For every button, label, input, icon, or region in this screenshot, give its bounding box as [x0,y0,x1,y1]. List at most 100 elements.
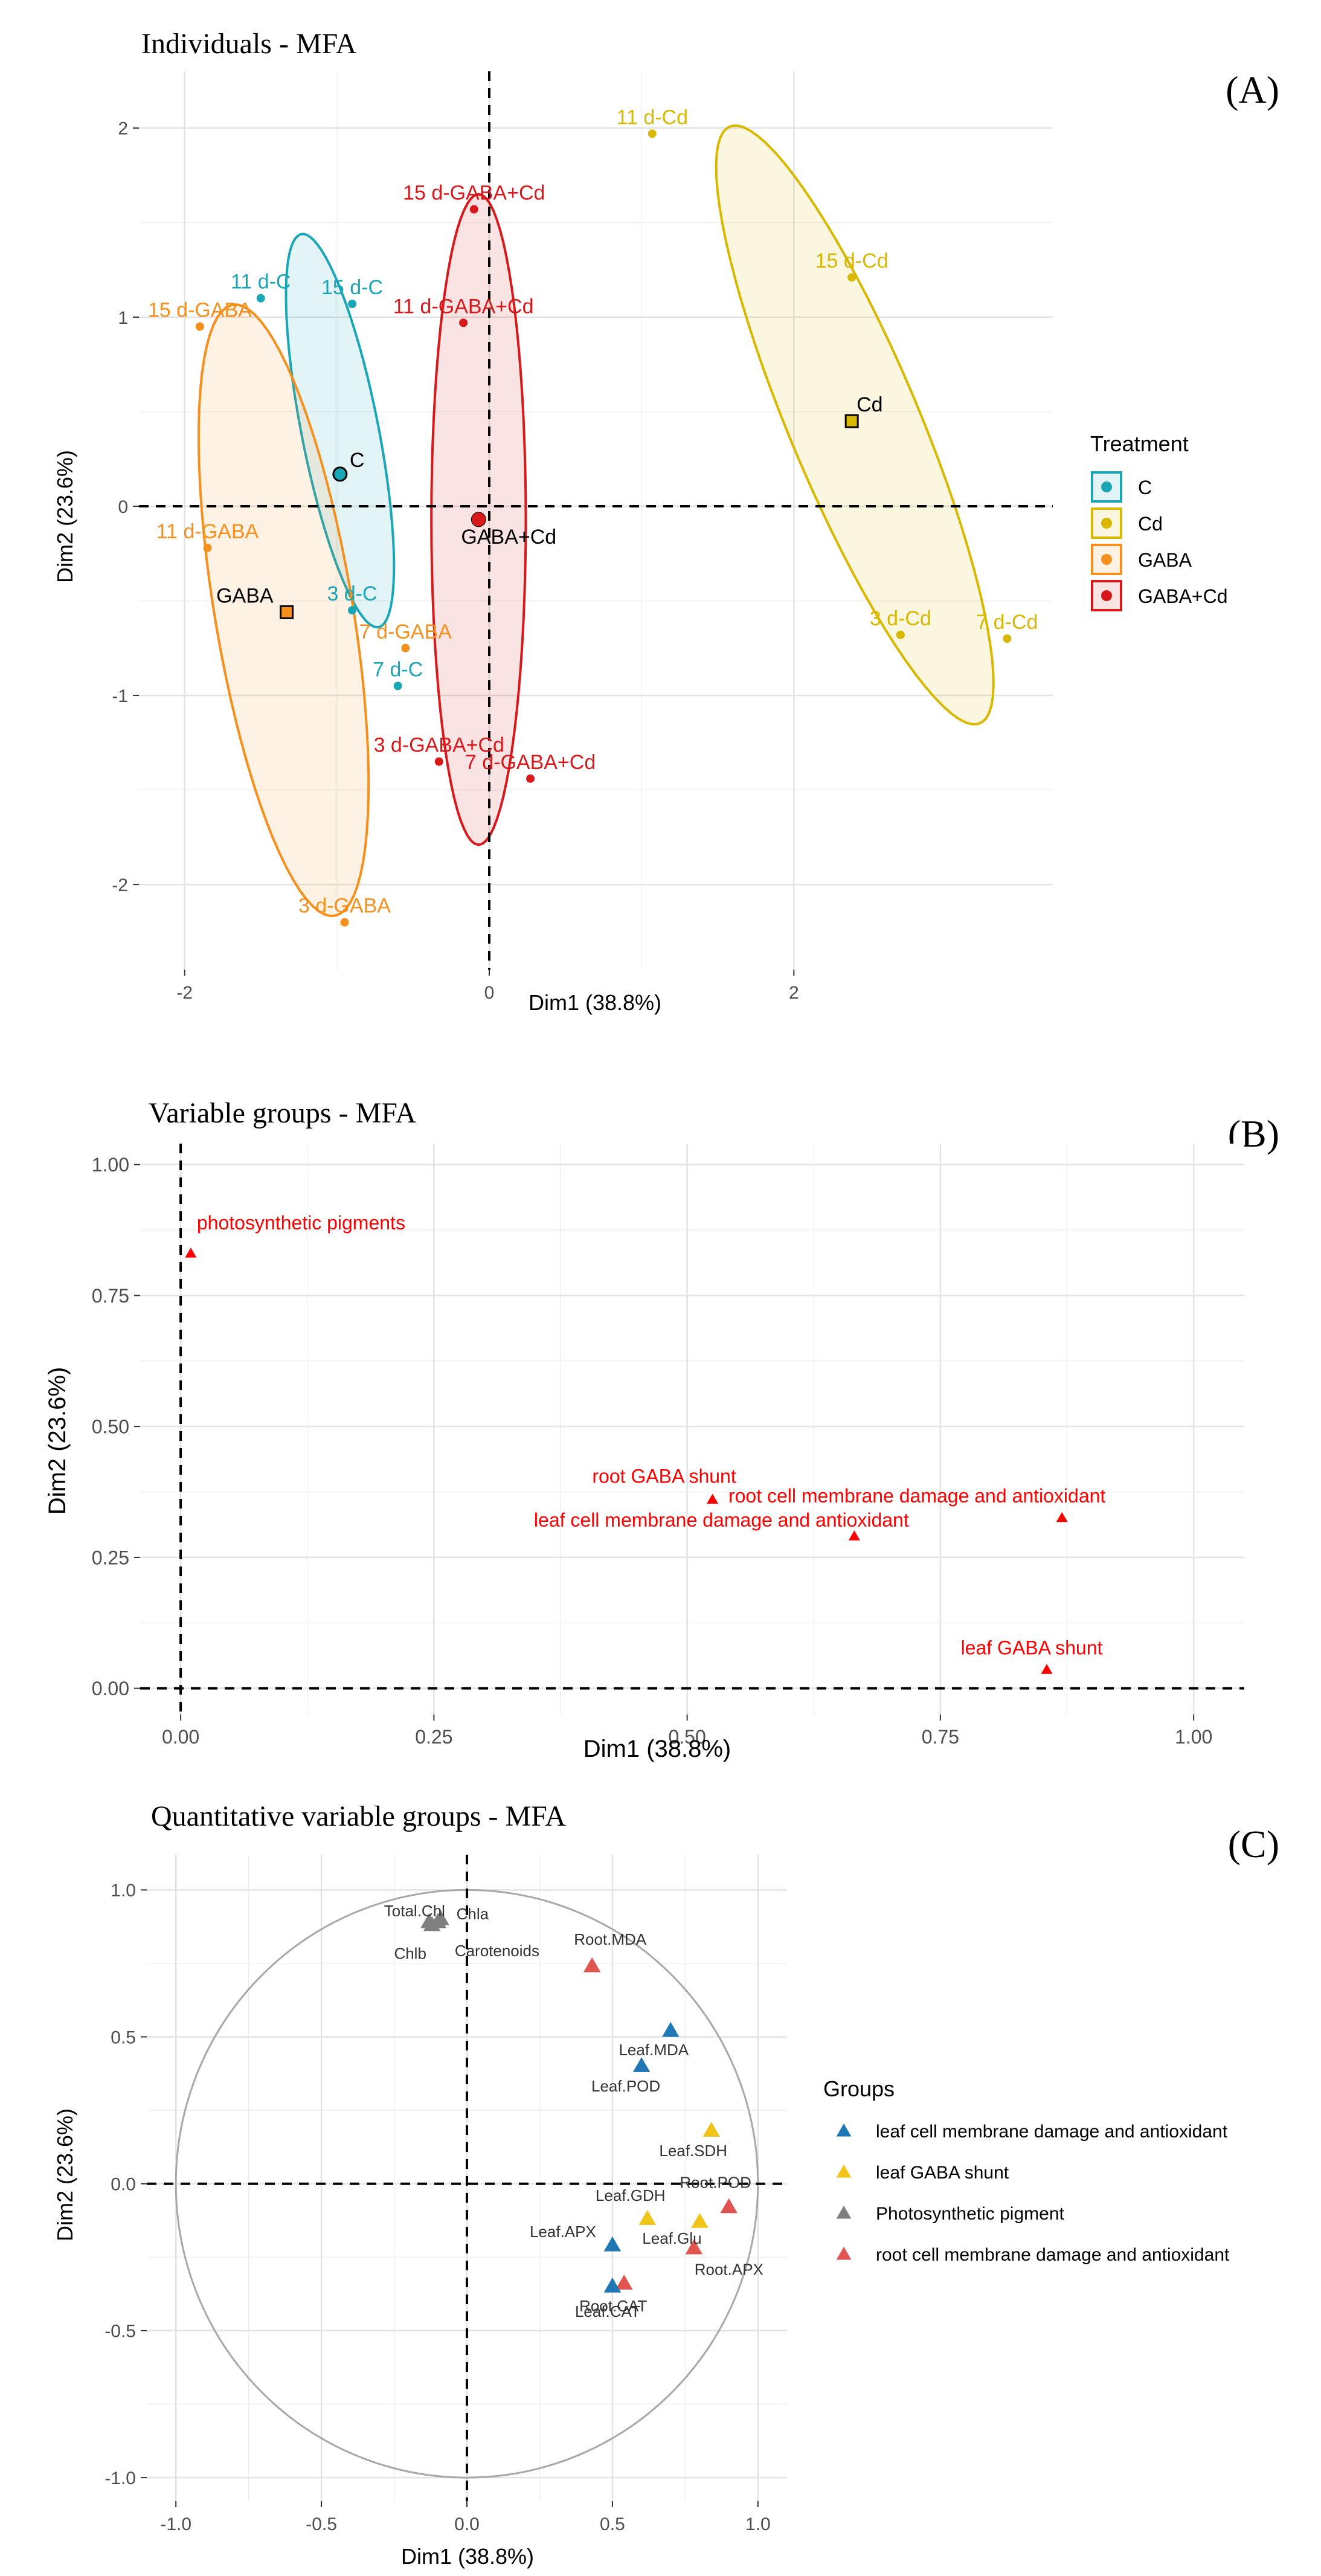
ellipse-c [284,233,396,629]
variable-point-leaf-cat [603,2277,622,2293]
point-label-3-d-gaba: 3 d-GABA [298,895,391,918]
group-label-root-gaba-shunt: root GABA shunt [592,1466,736,1487]
point-3-d-gaba-cd [434,757,443,766]
point-label-7-d-cd: 7 d-Cd [976,611,1038,634]
panel-c-y-axis-title: Dim2 (23.6%) [53,2108,77,2241]
variable-point-root-apx [685,2239,703,2255]
point-7-d-c [393,681,402,691]
variable-label-total-chl: Total.Chl [384,1902,445,1920]
c-x-tick-label: -0.5 [306,2514,337,2534]
point-label-11-d-c: 11 d-C [231,271,291,294]
legend-dot-c [1101,481,1112,492]
b-x-tick-label: 0.25 [415,1726,452,1748]
panel-b-title: Variable groups - MFA [149,1097,416,1129]
a-x-tick-label: 2 [789,983,799,1003]
variable-label-root-cat: Root.CAT [579,2297,647,2315]
a-y-tick-label: -1 [112,686,128,706]
panel-b-axes: 0.00 0.25 0.50 0.75 1.00 0.00 0.25 0.50 0.75 1.00 [92,1154,1213,1748]
legend-label-gaba: GABA [1138,549,1192,571]
legend-label-root-cell-membrane-damage-and-antioxidant: root cell membrane damage and antioxidan… [876,2245,1230,2265]
panel-b: Variable groups - MFA (B) photosynthetic… [44,1097,1279,1762]
group-point-root-cell-membrane-damage-and-antioxidant [1056,1512,1068,1522]
panel-b-x-axis-title: Dim1 (38.8%) [583,1736,731,1762]
variable-point-root-mda [583,1957,601,1972]
panel-a-legend-title: Treatment [1090,431,1189,456]
group-label-photosynthetic-pigments: photosynthetic pigments [197,1212,405,1234]
variable-point-leaf-sdh [702,2122,720,2137]
c-y-tick-label: 0.0 [111,2175,136,2195]
legend-marker-leaf-cell-membrane-damage-and-antioxidant [836,2124,852,2137]
group-label-root-cell-membrane-damage-and-antioxidant: root cell membrane damage and antioxidan… [728,1485,1105,1507]
c-y-tick-label: -0.5 [104,2322,136,2342]
centroid-gaba [280,605,294,619]
variable-point-root-pod [720,2198,738,2214]
point-11-d-gaba [203,543,212,552]
legend-marker-leaf-gaba-shunt [836,2165,852,2178]
panel-c-legend-title: Groups [823,2076,895,2101]
point-15-d-cd [847,273,857,282]
legend-marker-root-cell-membrane-damage-and-antioxidant [836,2247,852,2260]
legend-marker-photosynthetic-pigment [836,2206,852,2219]
a-y-tick-label: -2 [112,875,128,895]
point-15-d-gaba-cd [469,205,478,214]
point-label-7-d-gaba: 7 d-GABA [359,620,452,643]
point-11-d-cd [648,129,657,138]
panel-a-label: (A) [1226,68,1279,111]
panel-c-label: (C) [1228,1823,1279,1866]
c-x-tick-label: 1.0 [745,2514,771,2534]
variable-label-leaf-glu: Leaf.Glu [642,2229,701,2247]
panel-c-reference-lines [147,1855,787,2501]
point-15-d-gaba [195,322,204,331]
a-y-tick-label: 0 [118,497,128,517]
panel-a: Individuals - MFA (A) 11 d-C 15 d-C 3 d-C 7… [53,28,1279,1015]
panel-c-x-axis-title: Dim1 (38.8%) [401,2544,534,2569]
b-y-tick-label: 0.75 [92,1285,129,1307]
centroid-gaba-cd [471,512,486,527]
point-3-d-cd [896,630,905,639]
b-y-tick-label: 0.25 [92,1547,129,1568]
group-point-leaf-cell-membrane-damage-and-antioxidant [848,1530,860,1541]
legend-label-cd: Cd [1138,513,1163,535]
c-x-tick-label: 0.5 [600,2514,625,2534]
c-x-tick-label: 0.0 [454,2514,480,2534]
point-label-3-d-cd: 3 d-Cd [870,607,931,630]
variable-point-leaf-glu [691,2212,709,2228]
c-y-tick-label: -1.0 [104,2468,136,2488]
variable-point-leaf-mda [662,2021,680,2037]
legend-key-cd [1091,507,1122,539]
panel-a-axes: -2 0 2 -2 -1 0 1 2 [112,119,799,1003]
b-x-tick-label: 0.75 [922,1726,959,1748]
point-label-15-d-gaba: 15 d-GABA [148,299,252,322]
legend-dot-cd [1101,518,1112,529]
panel-a-plot-area [139,71,1053,970]
panel-b-y-axis-title: Dim2 (23.6%) [44,1367,71,1515]
point-label-11-d-cd: 11 d-Cd [617,106,688,129]
b-x-tick-label: 1.00 [1175,1726,1212,1748]
centroid-label-c: C [350,449,365,472]
point-label-11-d-gaba-cd: 11 d-GABA+Cd [393,295,534,318]
variable-point-leaf-apx [603,2236,622,2252]
legend-dot-gaba [1101,554,1112,565]
panel-c-marks: Total.Chl Chla Chlb Carotenoids Root.MDA Leaf… [384,1902,763,2320]
variable-label-leaf-sdh: Leaf.SDH [659,2142,727,2160]
point-label-3-d-gaba-cd: 3 d-GABA+Cd [374,734,504,757]
point-3-d-gaba [340,918,349,927]
c-y-tick-label: 0.5 [111,2027,136,2047]
legend-label-photosynthetic-pigment: Photosynthetic pigment [876,2204,1065,2224]
point-label-15-d-c: 15 d-C [321,276,383,299]
panel-b-grid [140,1144,1244,1715]
point-7-d-cd [1003,634,1012,643]
panel-a-reference-lines [139,71,1053,970]
panel-a-y-axis-title: Dim2 (23.6%) [53,450,77,583]
point-label-3-d-c: 3 d-C [327,582,377,605]
group-label-leaf-gaba-shunt: leaf GABA shunt [961,1637,1103,1658]
b-x-tick-label: 0.00 [162,1726,199,1748]
c-y-tick-label: 1.0 [111,1881,136,1901]
point-label-7-d-gaba-cd: 7 d-GABA+Cd [465,751,596,774]
legend-label-gaba-cd: GABA+Cd [1138,585,1228,607]
legend-dot-gaba-cd [1101,590,1112,601]
legend-label-leaf-gaba-shunt: leaf GABA shunt [876,2163,1009,2183]
group-label-leaf-cell-membrane-damage-and-antioxidant: leaf cell membrane damage and antioxidan… [534,1509,909,1531]
point-11-d-c [256,294,265,303]
